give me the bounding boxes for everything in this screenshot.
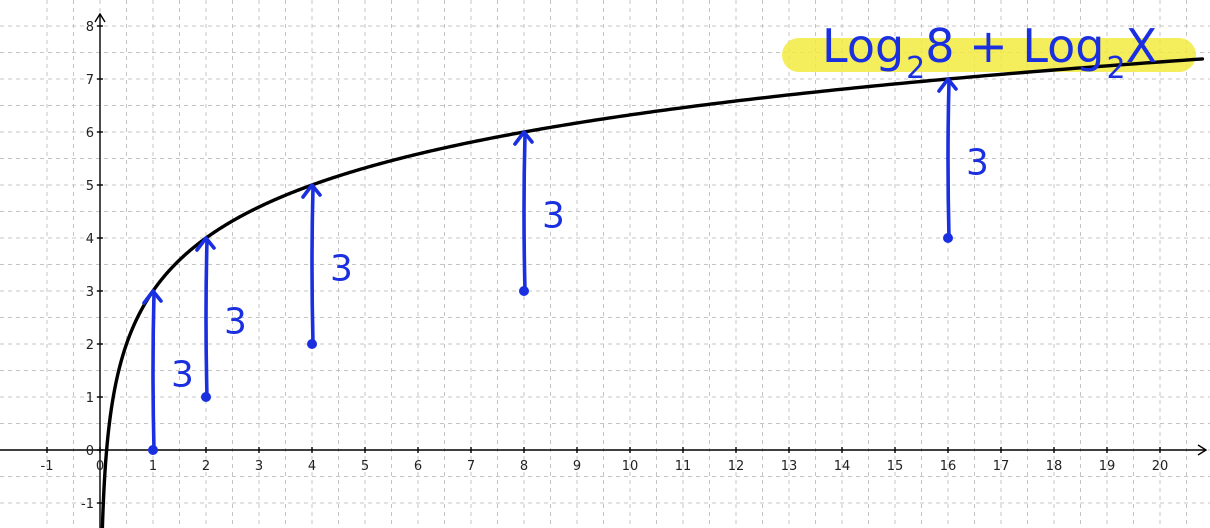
x-tick-label: 0 <box>96 459 104 474</box>
shift-arrow-head <box>937 77 958 93</box>
shift-arrow-head <box>301 183 322 199</box>
x-tick-label: 18 <box>1046 459 1063 474</box>
annotation-text: X <box>1126 19 1158 73</box>
x-tick-label: 11 <box>675 459 692 474</box>
shift-arrow: 3 <box>142 289 194 455</box>
x-tick-label: 14 <box>834 459 851 474</box>
y-tick-label: 1 <box>86 391 94 406</box>
x-tick-label: 8 <box>520 459 528 474</box>
x-tick-label: 19 <box>1099 459 1116 474</box>
shift-arrow-start-point <box>201 392 211 402</box>
shift-arrow-head <box>513 130 534 146</box>
x-tick-label: 2 <box>202 459 210 474</box>
shift-arrow: 3 <box>513 130 565 296</box>
annotation-text: 8 + Log <box>925 19 1104 73</box>
x-tick-label: 12 <box>728 459 745 474</box>
y-axis-arrow <box>94 12 106 23</box>
x-tick-label: 17 <box>993 459 1010 474</box>
annotation-highlight <box>782 38 1196 72</box>
shift-arrow-label: 3 <box>542 196 565 237</box>
shift-arrow-start-point <box>307 339 317 349</box>
y-tick-label: 5 <box>86 179 94 194</box>
annotation-text: Log <box>822 19 904 73</box>
x-tick-label: 3 <box>255 459 263 474</box>
x-tick-label: 4 <box>308 459 316 474</box>
function-annotation: Log28 + Log2X <box>822 19 1157 86</box>
x-tick-label: 15 <box>887 459 904 474</box>
y-tick-label: 2 <box>86 338 94 353</box>
shift-arrow-shaft <box>946 79 951 240</box>
x-tick-label: 10 <box>622 459 639 474</box>
x-tick-label: 7 <box>467 459 475 474</box>
y-tick-label: 0 <box>86 444 94 459</box>
y-tick-label: 6 <box>86 126 94 141</box>
x-tick-label: 5 <box>361 459 369 474</box>
x-axis-arrow <box>1197 444 1208 456</box>
y-tick-label: 3 <box>86 285 94 300</box>
annotation-subscript: 2 <box>1106 51 1125 86</box>
x-tick-label: 13 <box>781 459 798 474</box>
shift-arrow-shaft <box>204 238 209 399</box>
x-tick-label: 9 <box>573 459 581 474</box>
curve-log2x-plus-3 <box>100 57 1205 528</box>
shift-arrow-head <box>195 236 216 252</box>
shift-arrow-label: 3 <box>330 249 353 290</box>
shift-arrow-shaft <box>151 291 156 452</box>
x-tick-label: 1 <box>149 459 157 474</box>
annotation-subscript: 2 <box>906 51 925 86</box>
x-tick-label: 16 <box>940 459 957 474</box>
x-tick-label: -1 <box>41 459 54 474</box>
highlight-stroke <box>782 38 1196 72</box>
y-tick-label: 7 <box>86 73 94 88</box>
shift-arrow: 3 <box>301 183 353 349</box>
shift-arrow-start-point <box>148 445 158 455</box>
y-tick-label: 8 <box>86 20 94 35</box>
shift-arrow: 3 <box>195 236 247 402</box>
y-tick-label: 4 <box>86 232 94 247</box>
y-tick-label: -1 <box>81 497 94 512</box>
shift-arrow-start-point <box>519 286 529 296</box>
shift-arrow-head <box>142 289 163 305</box>
shift-arrow-start-point <box>943 233 953 243</box>
shift-arrow-label: 3 <box>966 143 989 184</box>
shift-arrow-label: 3 <box>224 302 247 343</box>
curve-layer <box>100 57 1205 528</box>
tick-labels: -1 0 1 2 3 4 5 6 7 8 9 10 11 12 13 14 15 16 17 18 19 20-10123… <box>41 20 1169 512</box>
shift-arrow-label: 3 <box>171 355 194 396</box>
x-tick-label: 20 <box>1152 459 1169 474</box>
shift-arrow-shaft <box>310 185 315 346</box>
annotation-expression: Log28 + Log2X <box>822 19 1157 86</box>
x-tick-label: 6 <box>414 459 422 474</box>
axes <box>0 12 1208 528</box>
shift-arrow: 3 <box>937 77 989 243</box>
shift-arrow-shaft <box>522 132 527 293</box>
